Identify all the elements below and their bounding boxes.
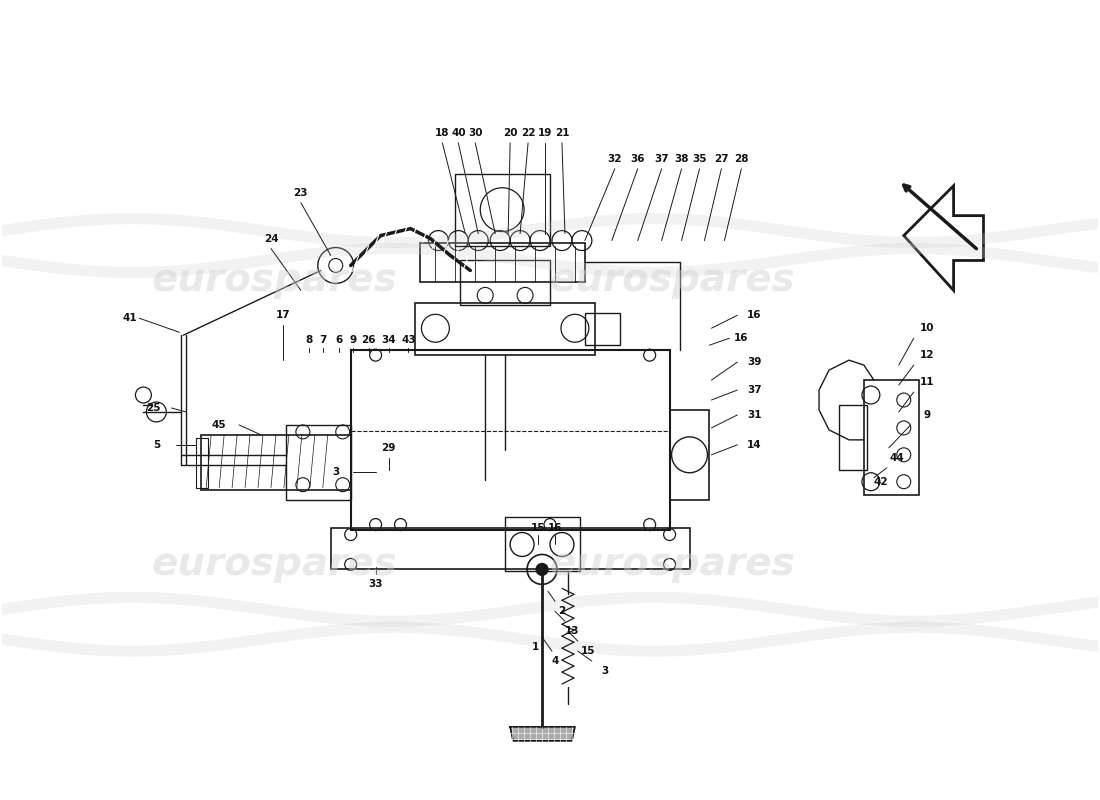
Text: 17: 17 [276, 310, 290, 320]
Text: 5: 5 [153, 440, 159, 450]
Text: 43: 43 [402, 335, 416, 346]
Text: 44: 44 [890, 453, 904, 462]
Text: 29: 29 [382, 443, 396, 453]
Text: 37: 37 [654, 154, 669, 164]
Text: 16: 16 [548, 522, 562, 533]
Text: eurospares: eurospares [152, 262, 397, 299]
Text: 12: 12 [920, 350, 934, 360]
Bar [864, 380, 918, 494]
Text: eurospares: eurospares [550, 262, 795, 299]
Text: 32: 32 [607, 154, 621, 164]
Text: 33: 33 [368, 579, 383, 590]
Bar [286, 425, 351, 500]
Text: eurospares: eurospares [152, 546, 397, 583]
Text: 31: 31 [747, 410, 761, 420]
Text: 22: 22 [520, 128, 536, 138]
Text: 9: 9 [923, 410, 931, 420]
Text: 2: 2 [559, 606, 565, 616]
Text: 19: 19 [538, 128, 552, 138]
Text: 25: 25 [146, 403, 161, 413]
Polygon shape [510, 727, 575, 741]
Text: 9: 9 [349, 335, 356, 346]
Text: 20: 20 [503, 128, 517, 138]
Bar [505, 517, 580, 571]
Text: 41: 41 [122, 314, 136, 323]
Text: 11: 11 [920, 377, 934, 387]
Text: 45: 45 [212, 420, 227, 430]
Text: 4: 4 [551, 656, 559, 666]
Text: 6: 6 [336, 335, 342, 346]
Text: 30: 30 [468, 128, 483, 138]
Circle shape [536, 563, 548, 575]
Text: 7: 7 [319, 335, 327, 346]
Text: 10: 10 [920, 323, 934, 334]
Text: 39: 39 [747, 357, 761, 367]
Bar [196, 438, 208, 488]
Bar [331, 527, 690, 570]
Bar [351, 350, 670, 530]
Text: 38: 38 [674, 154, 689, 164]
Text: 42: 42 [873, 477, 888, 486]
Text: 27: 27 [714, 154, 728, 164]
Text: 24: 24 [264, 234, 278, 243]
Text: 35: 35 [692, 154, 706, 164]
Bar [201, 435, 351, 490]
Bar [585, 314, 619, 345]
Text: 1: 1 [531, 642, 539, 652]
Text: 23: 23 [294, 188, 308, 198]
Text: 3: 3 [602, 666, 608, 676]
Text: 15: 15 [581, 646, 595, 656]
Text: 14: 14 [747, 440, 761, 450]
Text: 18: 18 [436, 128, 450, 138]
Bar [460, 261, 550, 306]
Text: 37: 37 [747, 385, 761, 395]
Text: 28: 28 [734, 154, 749, 164]
Text: 8: 8 [305, 335, 312, 346]
Text: 34: 34 [382, 335, 396, 346]
Text: 36: 36 [630, 154, 645, 164]
Text: 21: 21 [554, 128, 569, 138]
Bar [455, 174, 550, 246]
Text: 15: 15 [531, 522, 546, 533]
Bar [839, 405, 867, 470]
Text: 13: 13 [564, 626, 580, 636]
Text: 16: 16 [747, 310, 761, 320]
Text: 40: 40 [451, 128, 465, 138]
Text: 3: 3 [332, 466, 340, 477]
Text: 16: 16 [734, 334, 749, 343]
Text: 26: 26 [362, 335, 376, 346]
Bar [416, 303, 595, 355]
Bar [670, 410, 710, 500]
Bar [420, 242, 585, 282]
Text: eurospares: eurospares [550, 546, 795, 583]
